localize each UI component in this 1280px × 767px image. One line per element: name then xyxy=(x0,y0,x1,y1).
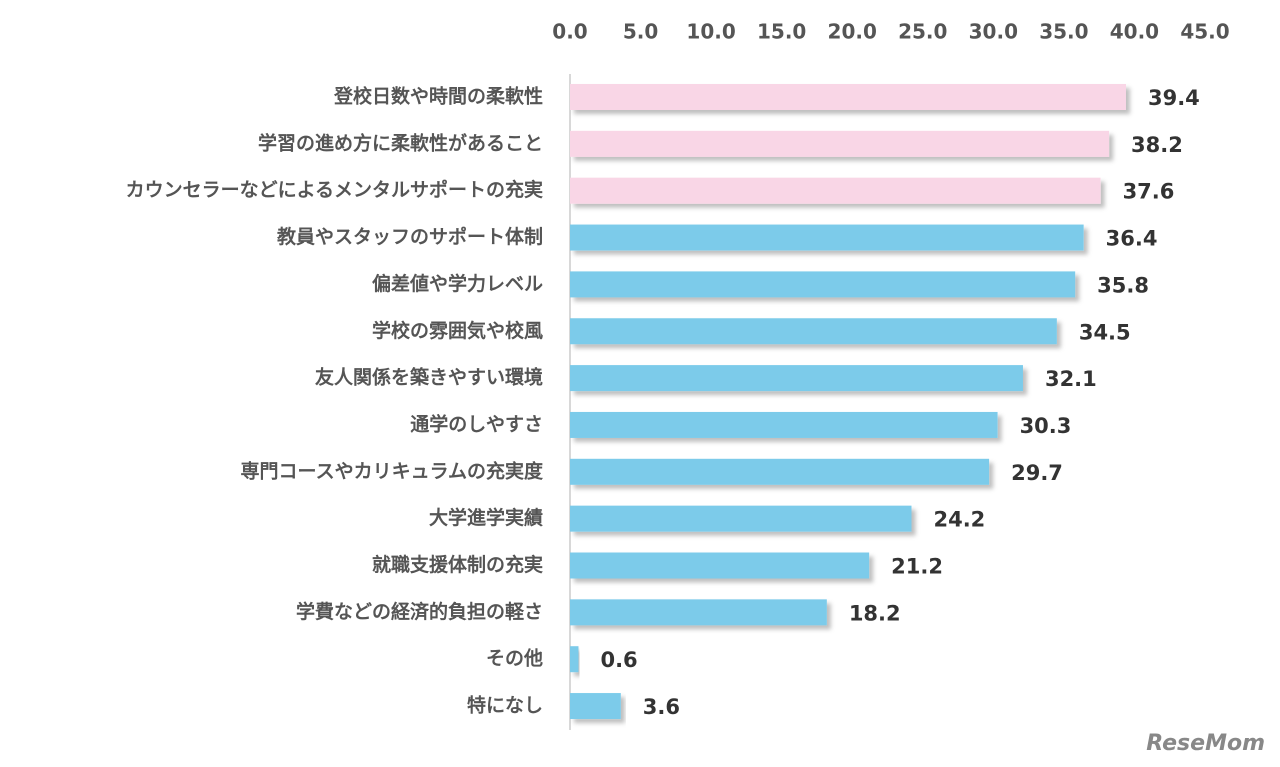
x-tick-label: 35.0 xyxy=(1039,20,1088,44)
y-tick-label: 教員やスタッフのサポート体制 xyxy=(277,225,543,248)
watermark: ReseMom xyxy=(1146,731,1265,756)
value-label: 21.2 xyxy=(891,555,943,579)
y-tick-label: カウンセラーなどによるメンタルサポートの充実 xyxy=(126,178,543,201)
bar xyxy=(570,365,1023,392)
bar xyxy=(570,646,579,673)
value-label: 32.1 xyxy=(1045,367,1097,391)
value-label: 37.6 xyxy=(1123,180,1175,204)
x-tick-label: 10.0 xyxy=(686,20,735,44)
y-tick-label: その他 xyxy=(486,647,543,670)
value-label: 29.7 xyxy=(1011,461,1063,485)
y-tick-label: 偏差値や学力レベル xyxy=(372,272,543,295)
y-tick-label: 友人関係を築きやすい環境 xyxy=(315,366,543,389)
value-label: 24.2 xyxy=(933,508,985,532)
value-label: 18.2 xyxy=(849,601,901,625)
y-tick-label: 専門コースやカリキュラムの充実度 xyxy=(241,459,544,482)
value-label: 39.4 xyxy=(1148,86,1200,110)
y-tick-label: 特になし xyxy=(467,695,543,717)
x-tick-label: 20.0 xyxy=(828,20,877,44)
bar xyxy=(570,552,870,579)
x-tick-label: 5.0 xyxy=(623,20,658,44)
y-tick-label: 就職支援体制の充実 xyxy=(372,553,543,576)
bar xyxy=(570,458,990,485)
x-tick-label: 15.0 xyxy=(757,20,806,44)
bar xyxy=(570,84,1126,110)
value-label: 35.8 xyxy=(1097,273,1149,297)
y-tick-label: 登校日数や時間の柔軟性 xyxy=(333,85,543,108)
bar xyxy=(570,130,1110,157)
value-label: 34.5 xyxy=(1079,320,1131,344)
y-tick-label: 学習の進め方に柔軟性があること xyxy=(258,131,543,154)
bar xyxy=(570,224,1084,251)
bar xyxy=(570,505,912,532)
y-tick-label: 学校の雰囲気や校風 xyxy=(372,319,543,342)
x-tick-label: 25.0 xyxy=(898,20,947,44)
value-label: 30.3 xyxy=(1020,414,1072,438)
y-tick-label: 大学進学実績 xyxy=(429,506,543,529)
value-label: 3.6 xyxy=(643,695,680,719)
bar xyxy=(570,411,998,438)
y-tick-label: 学費などの経済的負担の軽さ xyxy=(296,600,543,623)
value-label: 36.4 xyxy=(1106,227,1158,251)
value-label: 38.2 xyxy=(1131,133,1183,157)
bar xyxy=(570,599,827,626)
bar xyxy=(570,271,1076,298)
value-label: 0.6 xyxy=(600,648,637,672)
x-tick-label: 45.0 xyxy=(1180,20,1229,44)
bar xyxy=(570,177,1101,204)
bar xyxy=(570,693,621,720)
bar xyxy=(570,318,1057,345)
x-tick-label: 0.0 xyxy=(552,20,587,44)
x-tick-label: 30.0 xyxy=(969,20,1018,44)
x-tick-label: 40.0 xyxy=(1110,20,1159,44)
y-tick-label: 通学のしやすさ xyxy=(410,412,543,435)
